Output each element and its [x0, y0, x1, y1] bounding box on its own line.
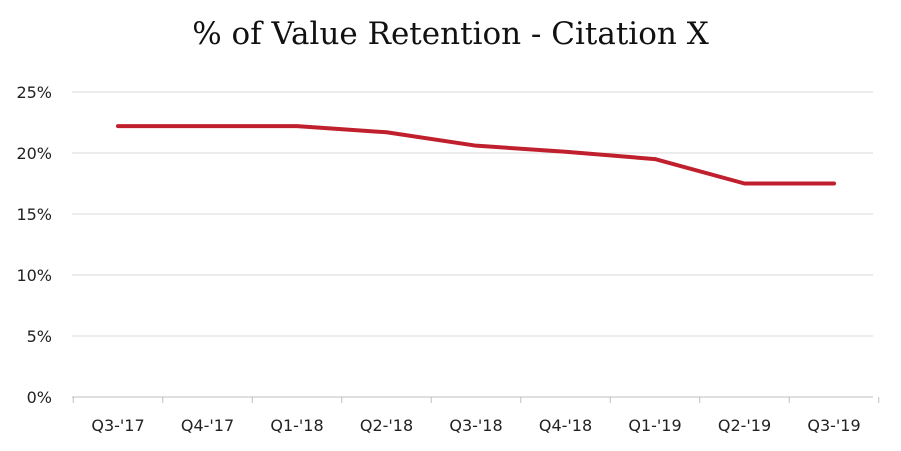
x-tick-label: Q2-'19	[718, 416, 771, 435]
y-tick-label: 0%	[27, 388, 52, 407]
y-tick-label: 20%	[16, 144, 52, 163]
x-tick-label: Q3-'18	[449, 416, 502, 435]
series-line	[116, 124, 836, 186]
y-tick-label: 5%	[27, 327, 52, 346]
y-tick-label: 25%	[16, 83, 52, 102]
gridlines	[72, 91, 873, 398]
x-tick-label: Q1-'19	[628, 416, 681, 435]
x-tick-label: Q3-'17	[91, 416, 144, 435]
x-tick-label: Q2-'18	[360, 416, 413, 435]
y-tick-label: 15%	[16, 205, 52, 224]
x-tick-label: Q3-'19	[807, 416, 860, 435]
series-layer	[116, 124, 836, 186]
y-tick-label: 10%	[16, 266, 52, 285]
x-axis: Q3-'17 Q4-'17 Q1-'18 Q2-'18 Q3-'18 Q4-'18 Q1-'…	[72, 397, 880, 435]
x-tick-label: Q4-'18	[539, 416, 592, 435]
y-axis: 0% 5% 10% 15% 20% 25%	[16, 83, 52, 407]
chart-title: % of Value Retention - Citation X	[192, 16, 709, 52]
x-tick-label: Q1-'18	[270, 416, 323, 435]
x-tick-label: Q4-'17	[181, 416, 234, 435]
